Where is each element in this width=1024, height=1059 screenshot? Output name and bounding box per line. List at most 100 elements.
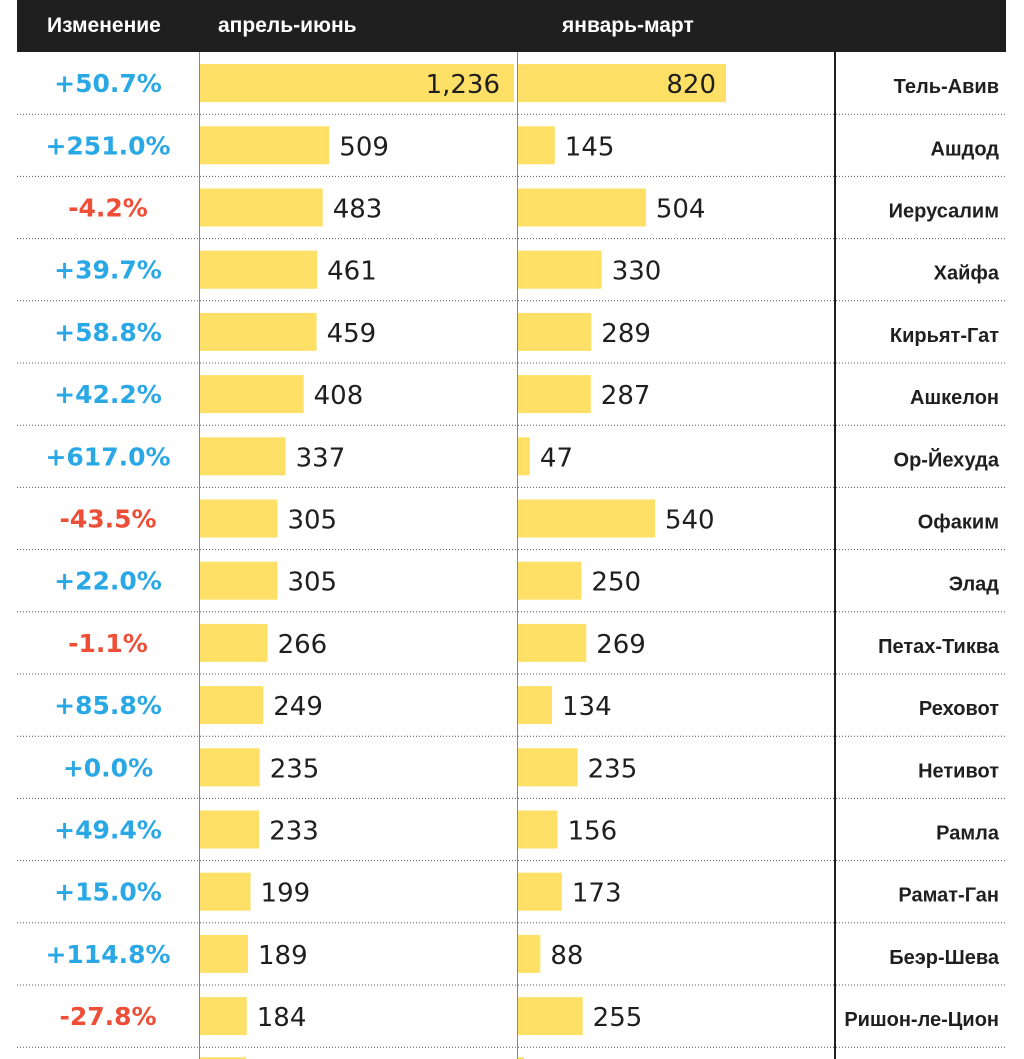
header-change-label: Изменение [47,14,161,37]
bar-q2 [200,934,249,973]
value-label-q2: 1,236 [426,70,500,100]
value-label-q2: 235 [270,754,320,784]
value-label-q2: 305 [287,506,337,536]
bar-q1 [518,934,541,973]
bar-stub [518,1057,524,1059]
city-label: Хайфа [934,263,1000,285]
city-label: Ор-Йехуда [894,447,1000,471]
city-label: Офаким [918,512,999,534]
bar-q1 [518,64,726,103]
value-label-q1: 156 [568,817,618,847]
bar-q2 [200,623,268,662]
value-label-q2: 199 [261,879,311,909]
value-label-q1: 134 [562,692,612,722]
value-label-q1: 287 [601,381,651,411]
change-label: +39.7% [54,256,162,285]
change-label: +22.0% [54,567,162,596]
bar-q1 [518,312,592,351]
value-label-q2: 459 [327,319,377,349]
value-label-q1: 173 [572,879,622,909]
value-label-q2: 184 [257,1003,307,1033]
header-q2-label: апрель-июнь [218,14,357,37]
bar-q1 [518,810,558,849]
value-label-q1: 820 [666,70,716,100]
city-label: Реховот [919,698,999,720]
bar-q1 [518,437,530,476]
table-header: Изменение апрель-июнь январь-март [17,0,1006,52]
change-label: +251.0% [45,131,170,160]
bar-q2 [200,437,286,476]
bar-q1 [518,375,591,414]
value-label-q1: 47 [540,443,573,473]
value-label-q2: 266 [278,630,328,660]
bar-q2 [200,499,278,538]
city-label: Рамат-Ган [898,885,999,907]
bar-q1 [518,872,562,911]
city-label: Тель-Авив [894,76,999,98]
value-label-q1: 255 [593,1003,643,1033]
bar-q1 [518,997,583,1036]
change-label: -27.8% [59,1002,156,1031]
change-label: +0.0% [63,753,153,782]
change-label: +58.8% [54,318,162,347]
city-label: Элад [949,574,1000,596]
change-label: +15.0% [54,878,162,907]
value-label-q2: 483 [333,195,383,225]
city-label: Нетивот [918,760,999,782]
bar-q2 [200,126,330,165]
bar-q1 [518,561,582,600]
change-label: +114.8% [45,940,170,969]
value-label-q1: 504 [656,195,706,225]
bar-q2 [200,748,260,787]
value-label-q1: 88 [550,941,583,971]
bar-q2 [200,64,514,103]
value-label-q1: 269 [596,630,646,660]
bar-q1 [518,250,602,289]
city-label: Кирьят-Гат [890,325,999,347]
value-label-q2: 408 [314,381,364,411]
change-label: +50.7% [54,69,162,98]
bar-q2 [200,686,264,725]
city-label: Беэр-Шева [889,947,1000,969]
change-label: -1.1% [68,629,148,658]
bar-q2 [200,312,317,351]
bar-q1 [518,748,578,787]
city-label: Петах-Тиква [878,636,1000,658]
bar-q1 [518,188,646,227]
value-label-q2: 233 [269,817,319,847]
bar-q1 [518,499,655,538]
bar-q1 [518,686,552,725]
bar-stub [200,1057,246,1059]
bar-q2 [200,561,278,600]
value-label-q2: 337 [296,443,346,473]
change-label: +85.8% [54,691,162,720]
city-label: Иерусалим [889,201,999,223]
value-label-q2: 189 [258,941,308,971]
bar-q2 [200,375,304,414]
value-label-q2: 509 [339,132,389,162]
value-label-q1: 235 [588,754,638,784]
city-label: Ашдод [931,138,1000,160]
change-label: +42.2% [54,380,162,409]
bar-q1 [518,623,587,662]
value-label-q1: 540 [665,506,715,536]
bar-q2 [200,250,318,289]
change-label: +49.4% [54,816,162,845]
bar-q2 [200,872,251,911]
value-label-q1: 250 [591,568,641,598]
value-label-q1: 330 [612,257,662,287]
city-label: Рамла [936,823,1000,845]
change-label: -43.5% [59,505,156,534]
header-q1-label: январь-март [562,14,694,37]
change-label: -4.2% [68,194,148,223]
value-label-q2: 461 [327,257,377,287]
bar-q2 [200,188,323,227]
city-label: Ришон-ле-Цион [844,1009,999,1031]
value-label-q2: 249 [273,692,323,722]
bar-q2 [200,810,260,849]
value-label-q1: 145 [565,132,615,162]
bar-q1 [518,126,555,165]
bar-q2 [200,997,247,1036]
value-label-q2: 305 [287,568,337,598]
